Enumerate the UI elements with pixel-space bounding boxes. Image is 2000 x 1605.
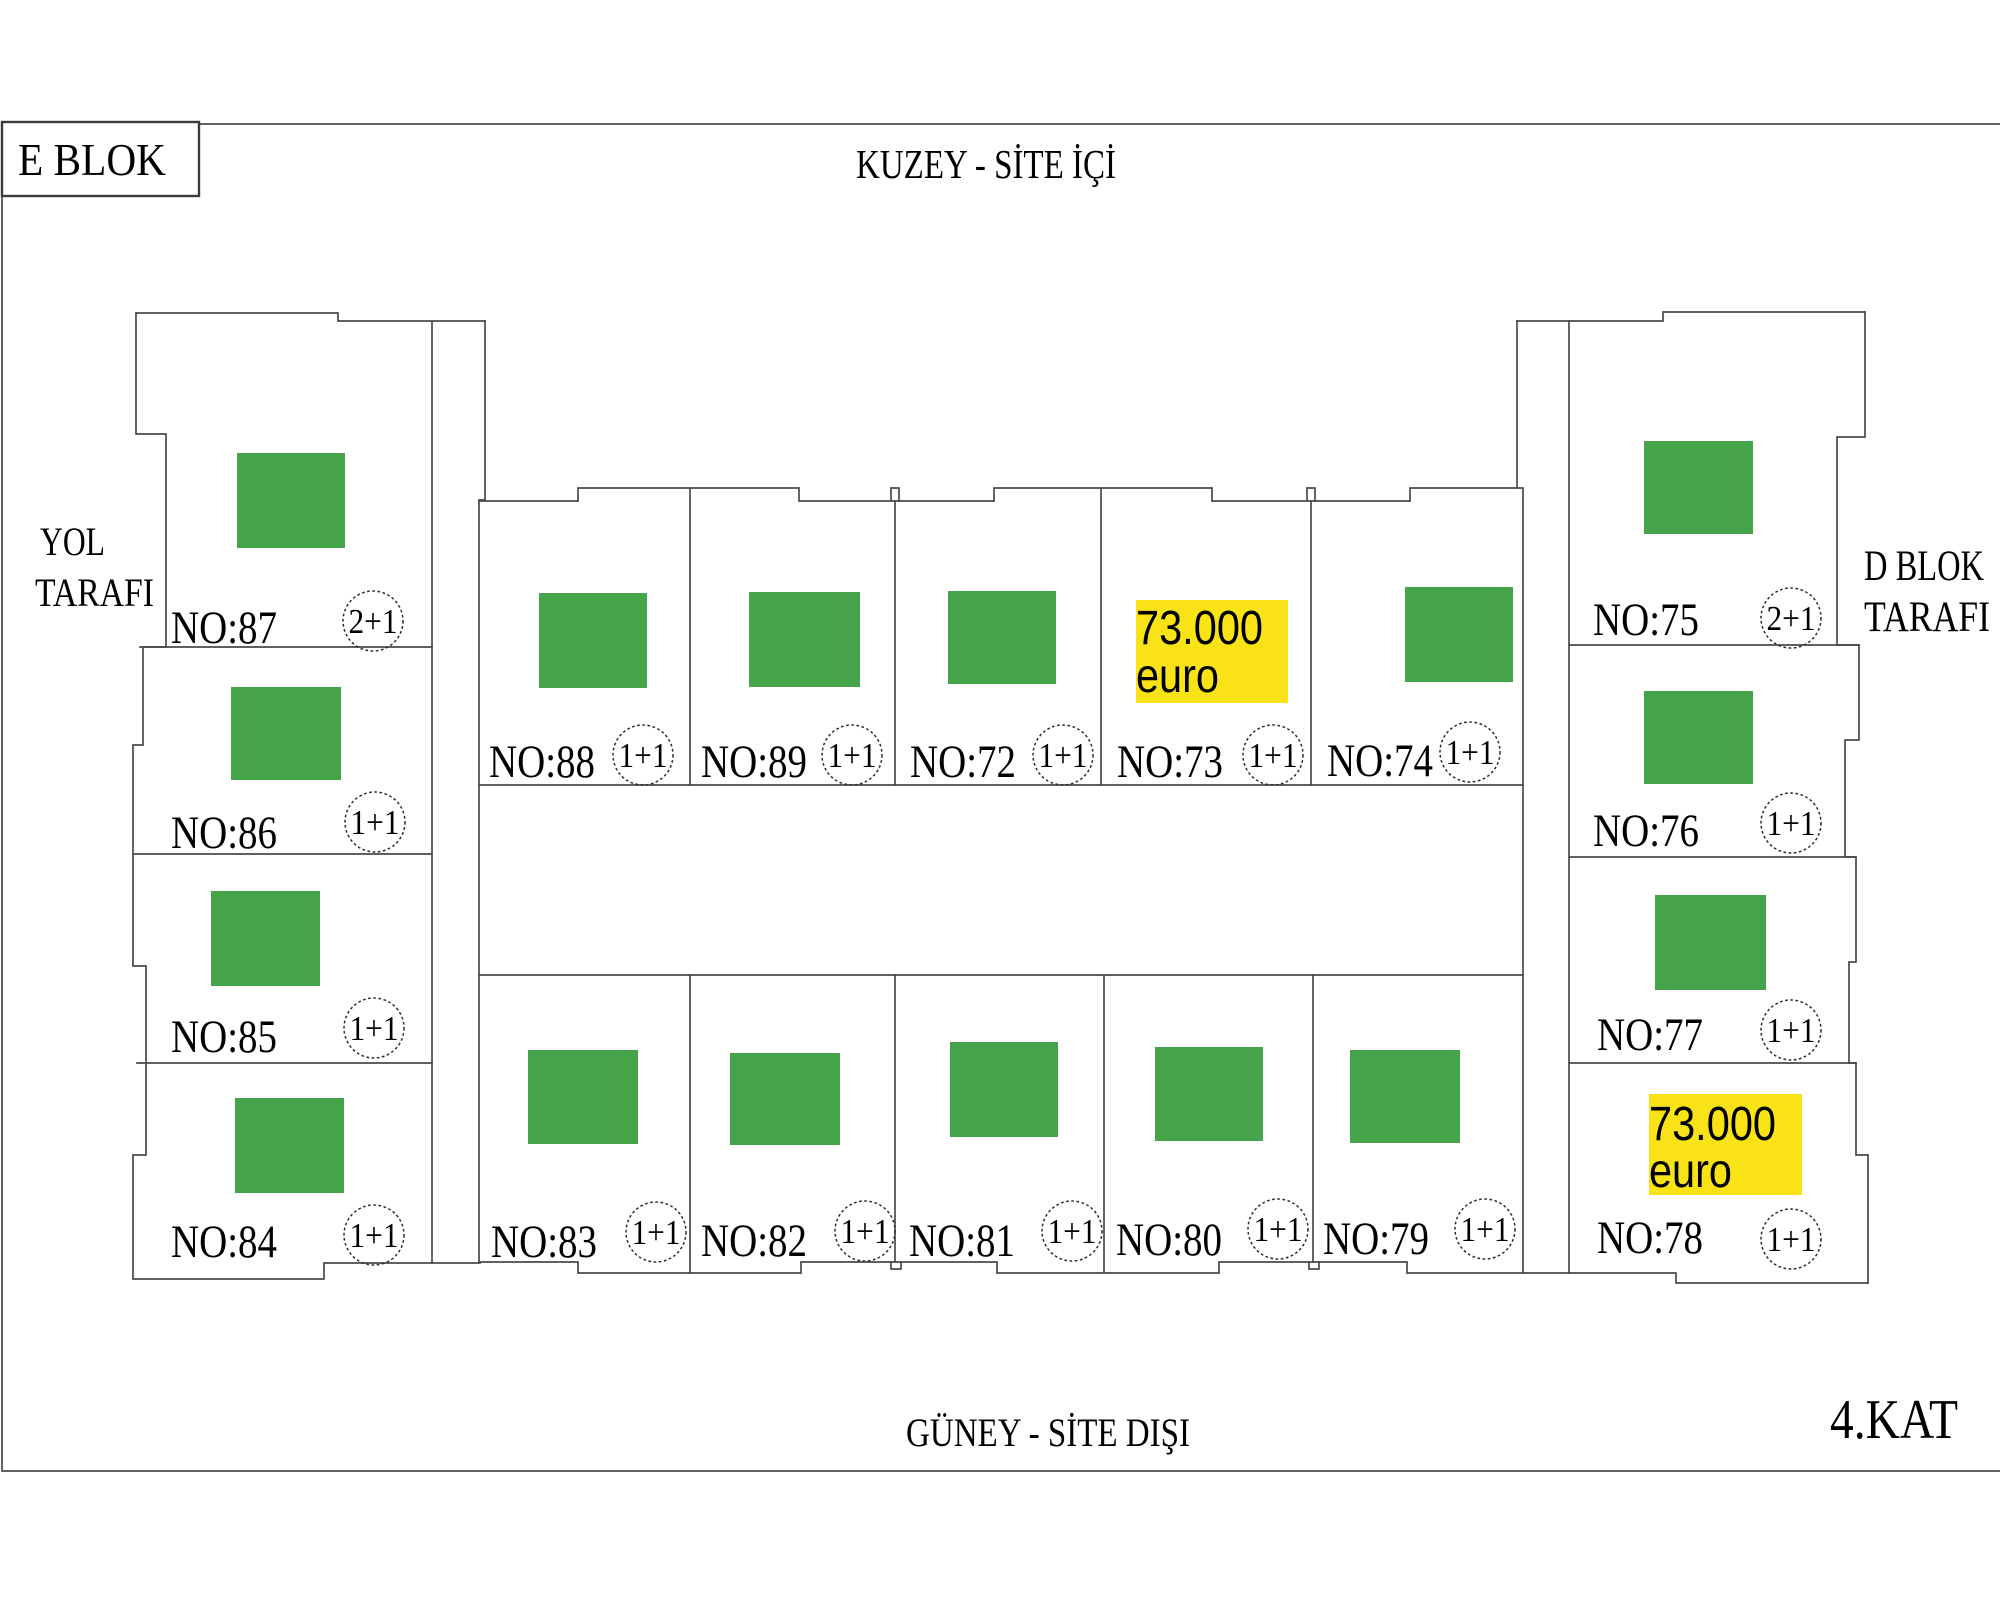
svg-text:2+1: 2+1 — [349, 602, 398, 641]
svg-text:euro: euro — [1136, 650, 1219, 703]
svg-text:73.000: 73.000 — [1136, 602, 1263, 655]
svg-text:NO:81: NO:81 — [909, 1215, 1015, 1267]
svg-text:1+1: 1+1 — [632, 1213, 681, 1252]
svg-text:1+1: 1+1 — [1767, 1011, 1816, 1050]
svg-text:NO:89: NO:89 — [701, 736, 807, 788]
svg-text:NO:78: NO:78 — [1597, 1212, 1703, 1264]
svg-text:73.000: 73.000 — [1649, 1098, 1776, 1151]
svg-text:1+1: 1+1 — [350, 1009, 399, 1048]
svg-text:1+1: 1+1 — [1446, 733, 1495, 772]
svg-text:D BLOK: D BLOK — [1864, 543, 1984, 590]
svg-text:4.KAT: 4.KAT — [1830, 1389, 1958, 1451]
svg-text:YOL: YOL — [40, 519, 105, 564]
svg-text:NO:72: NO:72 — [910, 736, 1016, 788]
svg-text:1+1: 1+1 — [350, 1216, 399, 1255]
svg-text:NO:74: NO:74 — [1327, 735, 1433, 787]
svg-text:GÜNEY - SİTE DIŞI: GÜNEY - SİTE DIŞI — [906, 1410, 1190, 1455]
svg-text:1+1: 1+1 — [828, 736, 877, 775]
svg-text:NO:75: NO:75 — [1593, 594, 1699, 646]
svg-text:1+1: 1+1 — [1254, 1210, 1303, 1249]
svg-text:1+1: 1+1 — [351, 803, 400, 842]
svg-text:TARAFI: TARAFI — [1864, 594, 1990, 641]
svg-text:TARAFI: TARAFI — [35, 570, 154, 615]
svg-text:1+1: 1+1 — [841, 1212, 890, 1251]
svg-text:1+1: 1+1 — [1767, 804, 1816, 843]
svg-text:1+1: 1+1 — [1039, 736, 1088, 775]
svg-text:NO:84: NO:84 — [171, 1216, 277, 1268]
svg-text:NO:79: NO:79 — [1323, 1213, 1429, 1265]
svg-text:NO:82: NO:82 — [701, 1215, 807, 1267]
svg-text:NO:88: NO:88 — [489, 736, 595, 788]
svg-text:NO:83: NO:83 — [491, 1216, 597, 1268]
svg-text:NO:85: NO:85 — [171, 1011, 277, 1063]
svg-text:euro: euro — [1649, 1145, 1732, 1198]
svg-text:1+1: 1+1 — [1767, 1220, 1816, 1259]
svg-text:1+1: 1+1 — [1249, 736, 1298, 775]
svg-text:NO:73: NO:73 — [1117, 736, 1223, 788]
svg-text:2+1: 2+1 — [1767, 599, 1816, 638]
svg-text:E BLOK: E BLOK — [18, 134, 166, 185]
svg-text:1+1: 1+1 — [1048, 1212, 1097, 1251]
svg-text:NO:86: NO:86 — [171, 807, 277, 859]
svg-text:1+1: 1+1 — [1461, 1210, 1510, 1249]
svg-text:NO:77: NO:77 — [1597, 1009, 1703, 1061]
svg-text:KUZEY - SİTE İÇİ: KUZEY - SİTE İÇİ — [856, 141, 1116, 187]
svg-text:NO:76: NO:76 — [1593, 805, 1699, 857]
svg-text:NO:87: NO:87 — [171, 602, 277, 654]
svg-text:1+1: 1+1 — [619, 736, 668, 775]
svg-text:NO:80: NO:80 — [1116, 1214, 1222, 1266]
